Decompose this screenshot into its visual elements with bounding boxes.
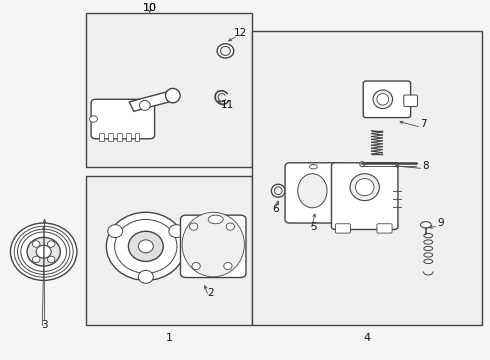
Ellipse shape — [420, 222, 431, 228]
Text: 12: 12 — [234, 28, 247, 38]
Ellipse shape — [138, 240, 153, 253]
Ellipse shape — [138, 270, 153, 283]
Ellipse shape — [355, 179, 374, 196]
Ellipse shape — [27, 237, 60, 266]
Ellipse shape — [224, 262, 232, 270]
FancyBboxPatch shape — [377, 224, 392, 233]
Ellipse shape — [108, 225, 122, 238]
FancyBboxPatch shape — [91, 99, 155, 139]
Bar — [135, 134, 140, 140]
Ellipse shape — [274, 187, 282, 195]
Text: 2: 2 — [207, 288, 214, 298]
Polygon shape — [129, 91, 175, 111]
Ellipse shape — [128, 231, 163, 261]
Text: 10: 10 — [143, 3, 157, 13]
Bar — [86, 13, 252, 167]
FancyBboxPatch shape — [331, 163, 398, 229]
Ellipse shape — [208, 215, 223, 224]
Text: 3: 3 — [41, 320, 48, 330]
FancyBboxPatch shape — [285, 163, 341, 223]
Ellipse shape — [226, 223, 235, 230]
Bar — [117, 134, 122, 140]
Ellipse shape — [48, 256, 55, 263]
Ellipse shape — [190, 223, 198, 230]
Ellipse shape — [350, 174, 379, 201]
Ellipse shape — [36, 245, 51, 258]
Text: 7: 7 — [420, 120, 427, 129]
Ellipse shape — [220, 46, 230, 55]
Ellipse shape — [169, 225, 184, 238]
Text: 8: 8 — [422, 161, 429, 171]
Ellipse shape — [217, 44, 234, 58]
Ellipse shape — [32, 241, 40, 247]
Ellipse shape — [32, 256, 40, 263]
Ellipse shape — [377, 94, 389, 105]
FancyBboxPatch shape — [404, 95, 417, 107]
FancyBboxPatch shape — [335, 224, 350, 233]
Text: 6: 6 — [272, 204, 279, 214]
Text: 5: 5 — [310, 222, 317, 231]
Text: 4: 4 — [364, 333, 371, 343]
Bar — [126, 134, 131, 140]
Text: 10: 10 — [143, 3, 157, 13]
Ellipse shape — [373, 90, 392, 109]
Bar — [108, 134, 113, 140]
Ellipse shape — [106, 212, 185, 280]
Ellipse shape — [48, 241, 55, 247]
FancyBboxPatch shape — [363, 81, 411, 118]
Bar — [252, 31, 482, 325]
Ellipse shape — [192, 262, 200, 270]
Ellipse shape — [10, 223, 77, 280]
Text: 9: 9 — [437, 218, 444, 228]
Ellipse shape — [360, 162, 365, 167]
Ellipse shape — [271, 184, 285, 197]
Bar — [86, 176, 252, 325]
Text: 1: 1 — [166, 333, 173, 343]
Bar — [99, 134, 104, 140]
Ellipse shape — [298, 174, 327, 208]
Ellipse shape — [310, 165, 318, 169]
Ellipse shape — [90, 116, 98, 122]
Ellipse shape — [140, 100, 150, 111]
FancyBboxPatch shape — [180, 215, 246, 278]
Ellipse shape — [182, 212, 245, 277]
Text: 11: 11 — [221, 100, 235, 110]
Ellipse shape — [166, 89, 180, 103]
